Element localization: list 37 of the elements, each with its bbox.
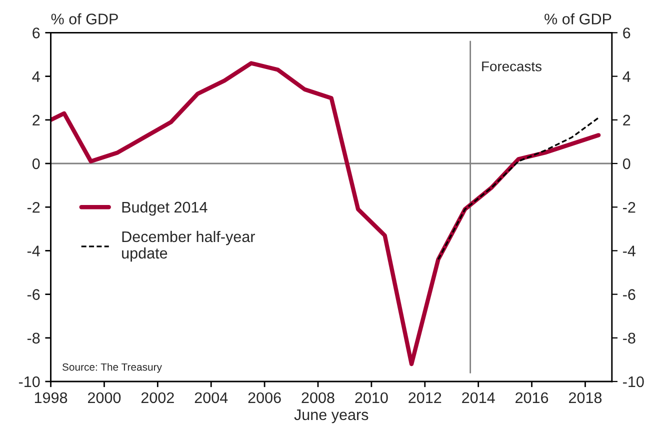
y2-tick-label: -6 [623, 289, 636, 300]
x-tick-label: 2016 [516, 392, 548, 404]
x-tick-label: 2008 [302, 392, 334, 404]
x-tick-label: 2014 [462, 392, 495, 404]
ref-line-label: Forecasts [482, 62, 542, 72]
y-tick-label: 2 [32, 114, 40, 126]
y2-tick-label: 4 [622, 71, 630, 82]
y-tick-label: 6 [32, 28, 40, 38]
y2-tick-label: 6 [623, 28, 630, 38]
annotation: Source: The Treasury [62, 363, 162, 373]
x-tick-label: 2006 [248, 392, 281, 404]
y2-tick-label: -8 [623, 332, 636, 344]
y2-tick-label: -2 [623, 202, 636, 213]
x-axis-title: June years [294, 409, 368, 424]
y2-tick-label: -10 [623, 376, 644, 388]
legend-label: December half-year update [122, 230, 255, 262]
x-tick-label: 2004 [194, 392, 228, 404]
x-tick-label: 2000 [88, 392, 121, 404]
y-tick-label: 4 [32, 71, 40, 82]
y-tick-label: -2 [27, 202, 40, 213]
x-tick-label: 2012 [408, 392, 442, 404]
x-tick-label: 2010 [355, 392, 388, 404]
x-tick-label: 2018 [568, 392, 602, 404]
y-tick-label: -10 [18, 376, 40, 388]
y-tick-label: -8 [27, 332, 40, 344]
y2-tick-label: -4 [623, 246, 636, 256]
y-tick-label: -6 [27, 289, 40, 300]
legend-label: Budget 2014 [122, 201, 208, 216]
y-axis-title: % of GDP [51, 13, 118, 24]
y2-tick-label: 2 [623, 114, 630, 126]
y-tick-label: 0 [32, 158, 40, 170]
y2-axis-title: % of GDP [544, 13, 612, 24]
x-tick-label: 1998 [34, 392, 68, 404]
x-tick-label: 2002 [141, 392, 174, 404]
y2-tick-label: 0 [622, 158, 630, 170]
line-series [437, 116, 600, 260]
y-tick-label: -4 [27, 246, 40, 256]
